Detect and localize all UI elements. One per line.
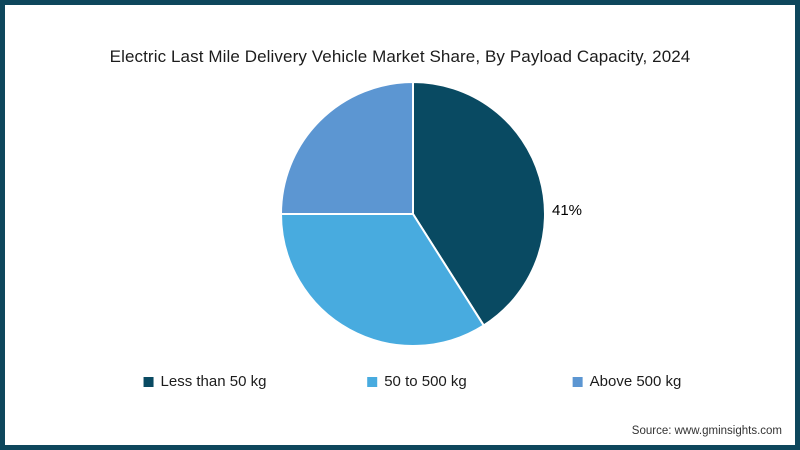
legend-item-less-than-50kg[interactable]: Less than 50 kg [143, 373, 267, 390]
legend-item-50-to-500kg[interactable]: 50 to 500 kg [367, 373, 467, 390]
pie-slice-above-500-kg[interactable] [280, 81, 414, 215]
chart-legend: Less than 50 kg 50 to 500 kg Above 500 k… [5, 373, 795, 395]
legend-label: Above 500 kg [589, 373, 682, 390]
legend-label: 50 to 500 kg [384, 373, 467, 390]
pie-chart [280, 81, 546, 347]
slice-data-label: 41% [552, 202, 583, 219]
pie-slice-50-to-500-kg[interactable] [280, 213, 485, 347]
legend-swatch-icon [143, 376, 154, 387]
legend-swatch-icon [367, 376, 378, 387]
legend-item-above-500kg[interactable]: Above 500 kg [572, 373, 682, 390]
chart-title: Electric Last Mile Delivery Vehicle Mark… [109, 47, 691, 66]
legend-swatch-icon [572, 376, 583, 387]
source-attribution: Source: www.gminsights.com [631, 425, 782, 437]
legend-label: Less than 50 kg [160, 373, 267, 390]
